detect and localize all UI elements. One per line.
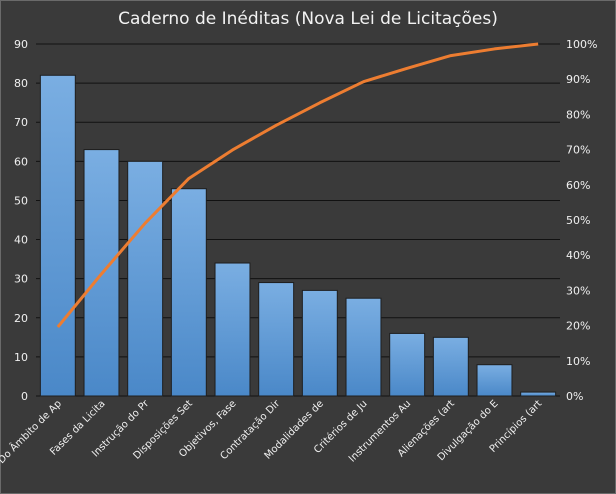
left-tick-label: 30 xyxy=(14,273,28,286)
right-tick-label: 100% xyxy=(566,38,597,51)
right-tick-label: 80% xyxy=(566,108,590,121)
left-tick-label: 0 xyxy=(21,390,28,403)
right-tick-label: 50% xyxy=(566,214,590,227)
right-tick-label: 40% xyxy=(566,249,590,262)
bar xyxy=(258,282,295,397)
right-tick-label: 70% xyxy=(566,144,590,157)
bar xyxy=(520,391,557,397)
left-tick-label: 20 xyxy=(14,312,28,325)
right-tick-label: 20% xyxy=(566,320,590,333)
left-tick-label: 70 xyxy=(14,116,28,129)
left-tick-label: 90 xyxy=(14,38,28,51)
left-tick-label: 80 xyxy=(14,77,28,90)
left-tick-label: 60 xyxy=(14,155,28,168)
bar xyxy=(389,332,426,397)
bar xyxy=(214,262,251,397)
right-tick-label: 90% xyxy=(566,73,590,86)
right-tick-label: 60% xyxy=(566,179,590,192)
bar xyxy=(170,188,207,397)
bar xyxy=(301,289,338,397)
cumulative-line-series xyxy=(56,42,539,328)
left-tick-label: 40 xyxy=(14,234,28,247)
chart-title: Caderno de Inéditas (Nova Lei de Licitaç… xyxy=(118,9,498,29)
gridlines xyxy=(36,43,560,397)
right-tick-label: 10% xyxy=(566,355,590,368)
bar xyxy=(127,160,164,397)
right-tick-label: 30% xyxy=(566,284,590,297)
bar xyxy=(476,364,513,397)
cumulative-line xyxy=(56,42,539,328)
bar xyxy=(432,336,469,397)
left-tick-label: 50 xyxy=(14,194,28,207)
bar xyxy=(39,74,76,397)
bar-series xyxy=(39,74,557,397)
left-tick-label: 10 xyxy=(14,351,28,364)
bar xyxy=(345,297,382,397)
right-axis: 0% 10% 20% 30% 40% 50% 60% 70% 80% 90% 100% xyxy=(566,38,597,403)
left-axis: 0 10 20 30 40 50 60 70 80 90 xyxy=(14,38,28,403)
right-tick-label: 0% xyxy=(566,390,583,403)
